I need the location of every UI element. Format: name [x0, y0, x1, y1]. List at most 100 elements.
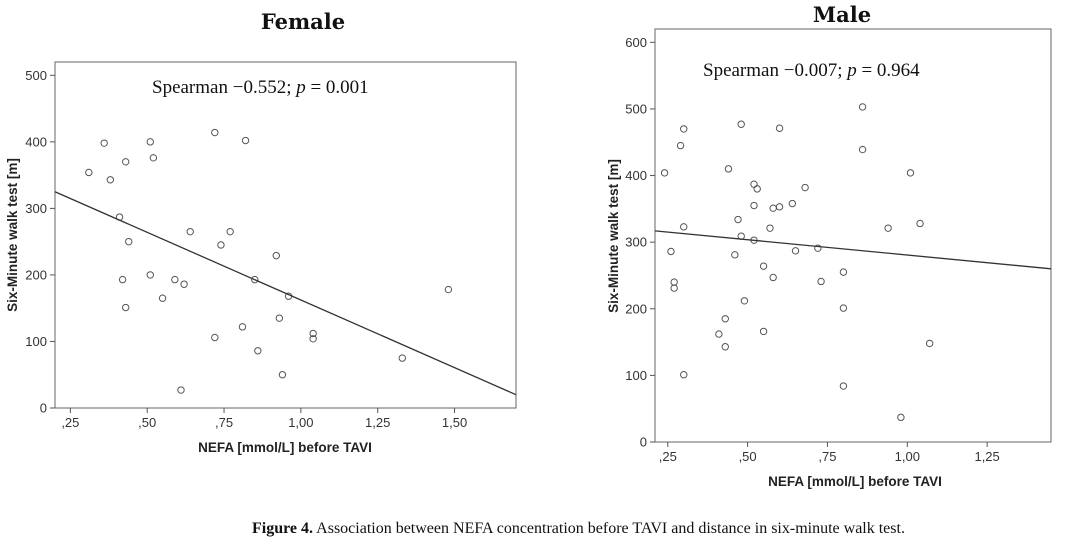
y-axis-label: Six-Minute walk test [m]	[5, 158, 20, 312]
data-point	[737, 120, 745, 128]
y-tick-label: 200	[25, 267, 47, 282]
data-point	[916, 219, 924, 228]
caption-label: Figure 4.	[252, 520, 314, 537]
data-point	[251, 275, 259, 284]
x-tick-label: 1,50	[442, 415, 467, 430]
data-point	[667, 247, 675, 256]
data-point	[721, 343, 729, 351]
data-point	[788, 199, 797, 208]
data-point	[186, 227, 194, 236]
y-tick-label: 0	[640, 435, 647, 450]
spearman-annotation: Spearman −0.552; p = 0.001	[152, 77, 369, 98]
data-point	[750, 201, 758, 210]
plot-frame	[54, 61, 517, 409]
data-point	[272, 251, 280, 260]
data-points	[660, 103, 934, 422]
data-point	[146, 138, 154, 146]
data-point	[759, 327, 768, 336]
data-point	[217, 241, 225, 249]
data-point	[118, 275, 127, 284]
y-tick-label: 500	[625, 101, 647, 116]
data-point	[660, 169, 669, 177]
data-point	[839, 268, 848, 276]
data-point	[211, 333, 219, 342]
data-point	[309, 329, 317, 338]
data-point	[721, 315, 729, 323]
axis-ticks: 0 100 200 300 400 500 600 ,25 ,50 ,75 1,00 1,25	[625, 35, 999, 464]
data-point	[858, 103, 867, 111]
data-point	[680, 125, 688, 133]
male-chart: Male Spearman −0.007; p = 0.964 NEFA [mm…	[606, 2, 1052, 489]
data-point	[801, 183, 809, 192]
data-point	[238, 323, 247, 331]
data-point	[759, 262, 768, 270]
data-point	[309, 335, 317, 343]
x-tick-label: 1,25	[974, 449, 999, 464]
caption-text: Association between NEFA concentration b…	[316, 520, 905, 537]
y-tick-label: 600	[625, 35, 647, 50]
y-tick-label: 400	[25, 134, 47, 149]
x-tick-label: 1,00	[288, 415, 313, 430]
data-point	[775, 203, 784, 211]
x-tick-label: 1,00	[895, 449, 920, 464]
data-point	[839, 382, 848, 390]
data-point	[149, 154, 158, 162]
x-tick-label: ,25	[659, 449, 677, 464]
data-point	[121, 303, 130, 312]
data-point	[906, 169, 915, 177]
data-point	[278, 371, 287, 379]
data-point	[158, 294, 167, 302]
data-point	[734, 215, 742, 224]
data-point	[775, 124, 784, 132]
figure-caption: Figure 4. Association between NEFA conce…	[252, 520, 905, 538]
data-point	[670, 278, 678, 286]
data-point	[241, 136, 250, 145]
x-tick-label: ,50	[739, 449, 757, 464]
data-point	[791, 247, 800, 255]
data-point	[897, 413, 905, 422]
x-tick-label: ,75	[818, 449, 836, 464]
y-tick-label: 100	[625, 368, 647, 383]
x-axis-label: NEFA [mmol/L] before TAVI	[198, 440, 372, 455]
data-point	[444, 285, 453, 294]
data-point	[670, 284, 678, 292]
data-point	[750, 180, 758, 188]
data-point	[680, 223, 688, 231]
data-point	[680, 371, 688, 379]
data-point	[925, 339, 934, 348]
regression-line	[654, 230, 1052, 270]
female-chart: Female Spearman −0.552; p = 0.001 NEFA […	[5, 9, 517, 455]
data-point	[766, 224, 774, 232]
data-points	[85, 128, 453, 394]
y-axis-label: Six-Minute walk test [m]	[606, 159, 621, 313]
x-tick-label: 1,25	[365, 415, 390, 430]
data-point	[858, 145, 867, 154]
x-axis-label: NEFA [mmol/L] before TAVI	[768, 474, 942, 489]
data-point	[753, 185, 761, 193]
data-point	[121, 158, 130, 166]
x-tick-label: ,75	[215, 415, 233, 430]
data-point	[125, 237, 133, 246]
data-point	[676, 141, 685, 150]
x-tick-label: ,50	[138, 415, 156, 430]
data-point	[817, 277, 825, 286]
chart-title: Male	[813, 2, 871, 27]
data-point	[100, 139, 108, 147]
spearman-annotation: Spearman −0.007; p = 0.964	[703, 60, 920, 81]
data-point	[211, 128, 219, 137]
y-tick-label: 300	[25, 201, 47, 216]
y-tick-label: 200	[625, 301, 647, 316]
data-point	[226, 227, 234, 236]
data-point	[724, 165, 733, 173]
data-point	[814, 244, 822, 252]
y-tick-label: 400	[625, 168, 647, 183]
data-point	[839, 304, 848, 312]
data-point	[769, 273, 777, 282]
y-tick-label: 300	[625, 235, 647, 250]
data-point	[85, 168, 93, 177]
data-point	[731, 251, 739, 259]
data-point	[177, 386, 185, 394]
data-point	[171, 275, 179, 284]
data-point	[715, 330, 723, 338]
